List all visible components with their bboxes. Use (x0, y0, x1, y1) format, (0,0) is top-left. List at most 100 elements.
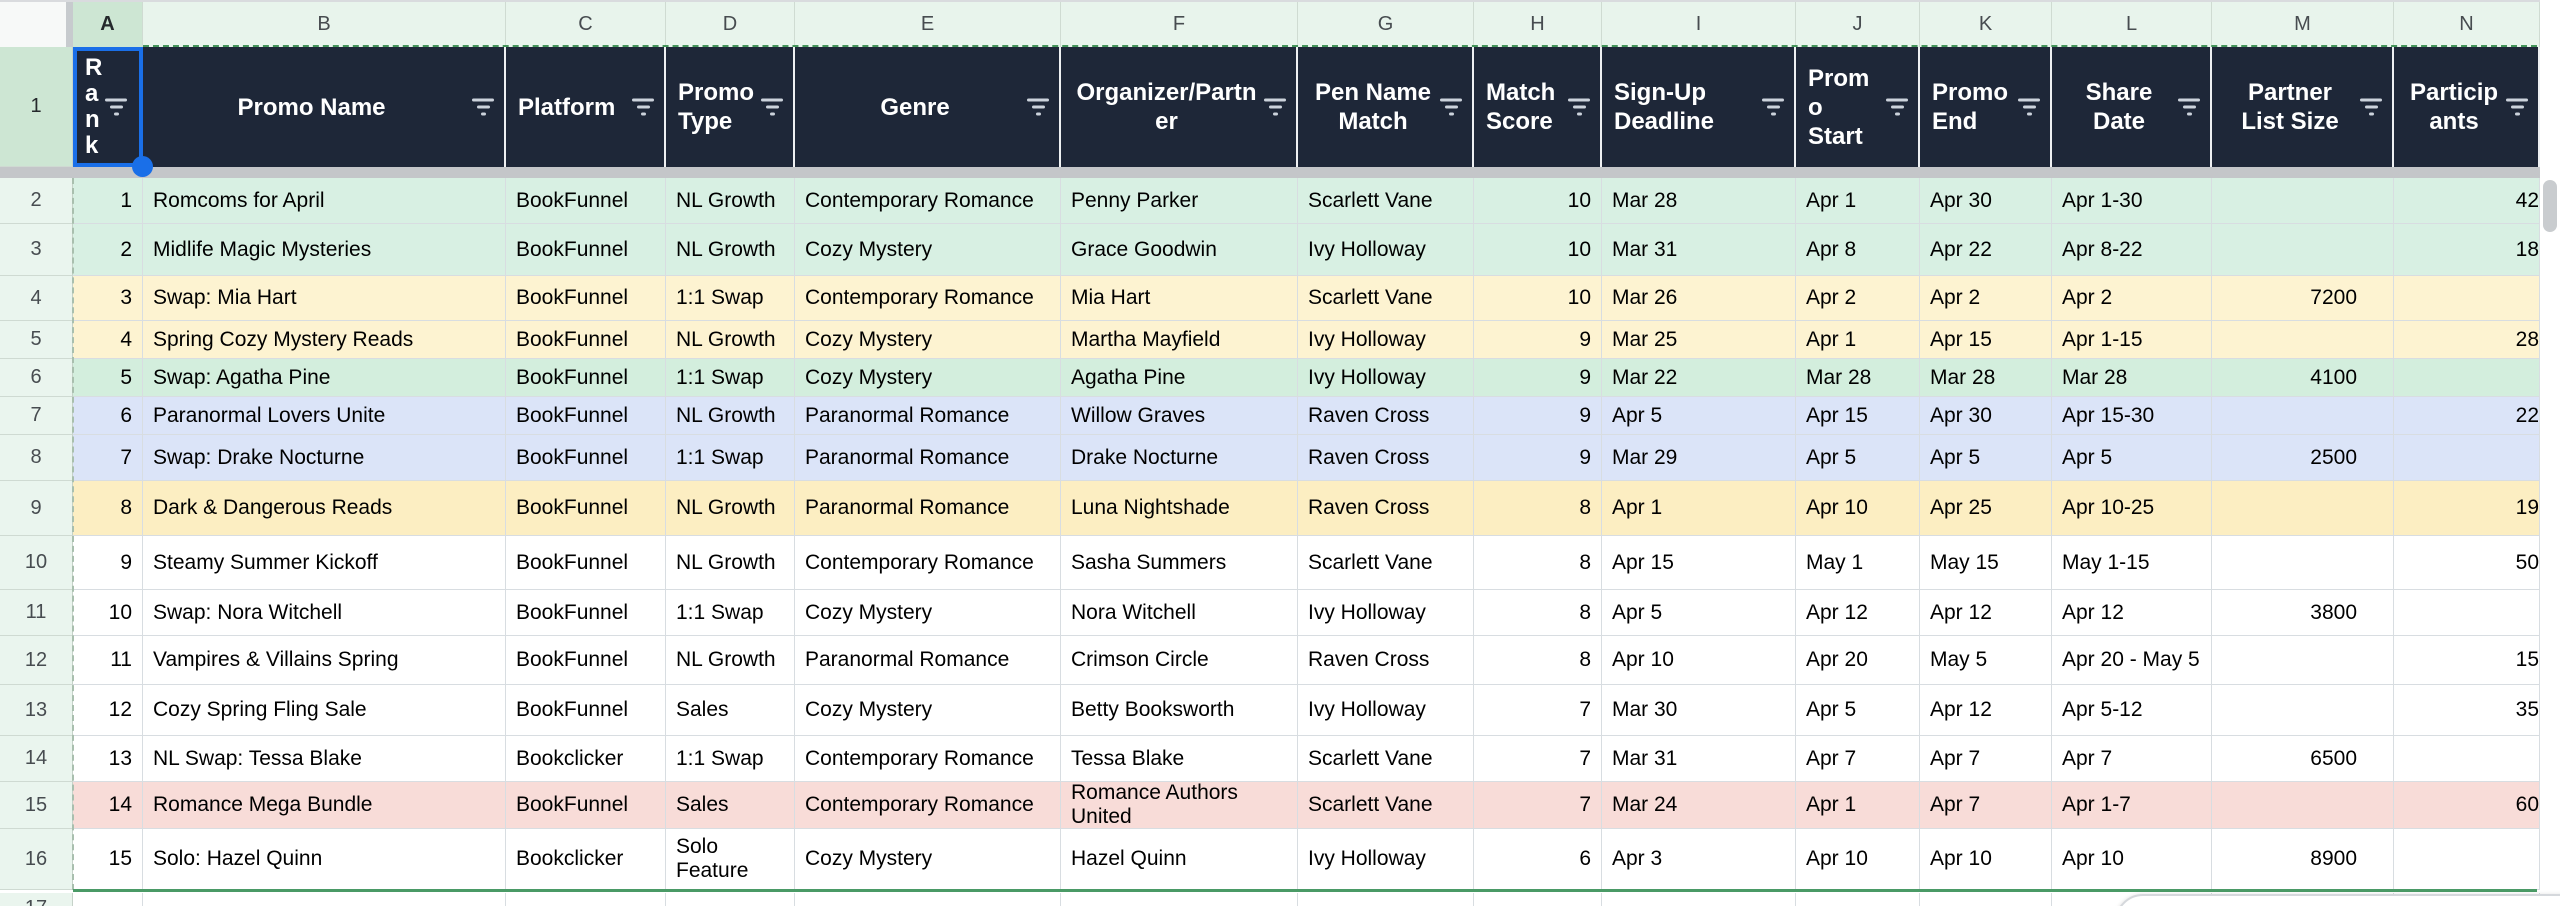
cell-J11[interactable]: Apr 12 (1796, 590, 1920, 636)
cell-C2[interactable]: BookFunnel (506, 178, 666, 224)
header-cell-M[interactable]: Partner List Size (2212, 47, 2394, 167)
cell-B12[interactable]: Vampires & Villains Spring (143, 636, 506, 685)
column-letter-I[interactable]: I (1602, 2, 1796, 47)
cell-F4[interactable]: Mia Hart (1061, 276, 1298, 321)
cell-A2[interactable]: 1 (73, 178, 143, 224)
cell-F8[interactable]: Drake Nocturne (1061, 435, 1298, 481)
cell-D10[interactable]: NL Growth (666, 536, 795, 590)
cell-M14[interactable]: 6500 (2212, 736, 2394, 782)
cell-H6[interactable]: 9 (1474, 359, 1602, 397)
filter-icon[interactable] (1760, 98, 1786, 116)
cell-N8[interactable] (2394, 435, 2540, 481)
filter-icon[interactable] (1566, 98, 1592, 116)
header-cell-E[interactable]: Genre (795, 47, 1061, 167)
cell-L4[interactable]: Apr 2 (2052, 276, 2212, 321)
cell-F11[interactable]: Nora Witchell (1061, 590, 1298, 636)
column-letter-D[interactable]: D (666, 2, 795, 47)
cell-C16[interactable]: Bookclicker (506, 829, 666, 890)
cell-D11[interactable]: 1:1 Swap (666, 590, 795, 636)
cell-A13[interactable]: 12 (73, 685, 143, 736)
header-cell-C[interactable]: Platform (506, 47, 666, 167)
cell-H14[interactable]: 7 (1474, 736, 1602, 782)
cell-F17[interactable] (1061, 893, 1298, 906)
cell-M6[interactable]: 4100 (2212, 359, 2394, 397)
cell-C12[interactable]: BookFunnel (506, 636, 666, 685)
row-header-12[interactable]: 12 (0, 636, 73, 685)
cell-K13[interactable]: Apr 12 (1920, 685, 2052, 736)
cell-G6[interactable]: Ivy Holloway (1298, 359, 1474, 397)
cell-E7[interactable]: Paranormal Romance (795, 397, 1061, 435)
cell-C15[interactable]: BookFunnel (506, 782, 666, 829)
cell-L11[interactable]: Apr 12 (2052, 590, 2212, 636)
cell-B13[interactable]: Cozy Spring Fling Sale (143, 685, 506, 736)
cell-C8[interactable]: BookFunnel (506, 435, 666, 481)
cell-B8[interactable]: Swap: Drake Nocturne (143, 435, 506, 481)
cell-H10[interactable]: 8 (1474, 536, 1602, 590)
row-header-5[interactable]: 5 (0, 321, 73, 359)
cell-B4[interactable]: Swap: Mia Hart (143, 276, 506, 321)
header-cell-J[interactable]: Promo Start (1796, 47, 1920, 167)
cell-N14[interactable] (2394, 736, 2540, 782)
cell-A5[interactable]: 4 (73, 321, 143, 359)
cell-E3[interactable]: Cozy Mystery (795, 224, 1061, 276)
header-cell-G[interactable]: Pen Name Match (1298, 47, 1474, 167)
filter-icon[interactable] (103, 98, 129, 116)
cell-A14[interactable]: 13 (73, 736, 143, 782)
cell-F7[interactable]: Willow Graves (1061, 397, 1298, 435)
cell-G16[interactable]: Ivy Holloway (1298, 829, 1474, 890)
cell-D12[interactable]: NL Growth (666, 636, 795, 685)
cell-B14[interactable]: NL Swap: Tessa Blake (143, 736, 506, 782)
cell-I12[interactable]: Apr 10 (1602, 636, 1796, 685)
filter-icon[interactable] (2358, 98, 2384, 116)
cell-I14[interactable]: Mar 31 (1602, 736, 1796, 782)
cell-M5[interactable] (2212, 321, 2394, 359)
cell-N10[interactable]: 50 (2394, 536, 2540, 590)
header-cell-K[interactable]: Promo End (1920, 47, 2052, 167)
cell-I7[interactable]: Apr 5 (1602, 397, 1796, 435)
cell-L5[interactable]: Apr 1-15 (2052, 321, 2212, 359)
cell-G14[interactable]: Scarlett Vane (1298, 736, 1474, 782)
cell-D4[interactable]: 1:1 Swap (666, 276, 795, 321)
header-cell-F[interactable]: Organizer/Partner (1061, 47, 1298, 167)
cell-F16[interactable]: Hazel Quinn (1061, 829, 1298, 890)
cell-M8[interactable]: 2500 (2212, 435, 2394, 481)
cell-J15[interactable]: Apr 1 (1796, 782, 1920, 829)
cell-M4[interactable]: 7200 (2212, 276, 2394, 321)
cell-D17[interactable] (666, 893, 795, 906)
cell-F9[interactable]: Luna Nightshade (1061, 481, 1298, 536)
filter-icon[interactable] (2176, 98, 2202, 116)
cell-E14[interactable]: Contemporary Romance (795, 736, 1061, 782)
cell-J4[interactable]: Apr 2 (1796, 276, 1920, 321)
filter-icon[interactable] (470, 98, 496, 116)
cell-I4[interactable]: Mar 26 (1602, 276, 1796, 321)
cell-K8[interactable]: Apr 5 (1920, 435, 2052, 481)
cell-L14[interactable]: Apr 7 (2052, 736, 2212, 782)
cell-J2[interactable]: Apr 1 (1796, 178, 1920, 224)
selection-handle[interactable] (132, 156, 153, 177)
cell-N11[interactable] (2394, 590, 2540, 636)
cell-E16[interactable]: Cozy Mystery (795, 829, 1061, 890)
cell-H3[interactable]: 10 (1474, 224, 1602, 276)
cell-D3[interactable]: NL Growth (666, 224, 795, 276)
cell-I16[interactable]: Apr 3 (1602, 829, 1796, 890)
cell-F5[interactable]: Martha Mayfield (1061, 321, 1298, 359)
cell-I11[interactable]: Apr 5 (1602, 590, 1796, 636)
cell-F12[interactable]: Crimson Circle (1061, 636, 1298, 685)
cell-F3[interactable]: Grace Goodwin (1061, 224, 1298, 276)
cell-A3[interactable]: 2 (73, 224, 143, 276)
column-letter-L[interactable]: L (2052, 2, 2212, 47)
row-header-9[interactable]: 9 (0, 481, 73, 536)
cell-I10[interactable]: Apr 15 (1602, 536, 1796, 590)
cell-M16[interactable]: 8900 (2212, 829, 2394, 890)
cell-N2[interactable]: 42 (2394, 178, 2540, 224)
row-header-3[interactable]: 3 (0, 224, 73, 276)
header-cell-I[interactable]: Sign-Up Deadline (1602, 47, 1796, 167)
cell-M15[interactable] (2212, 782, 2394, 829)
cell-I3[interactable]: Mar 31 (1602, 224, 1796, 276)
cell-C14[interactable]: Bookclicker (506, 736, 666, 782)
cell-G2[interactable]: Scarlett Vane (1298, 178, 1474, 224)
cell-C9[interactable]: BookFunnel (506, 481, 666, 536)
cell-J14[interactable]: Apr 7 (1796, 736, 1920, 782)
cell-A15[interactable]: 14 (73, 782, 143, 829)
cell-J8[interactable]: Apr 5 (1796, 435, 1920, 481)
